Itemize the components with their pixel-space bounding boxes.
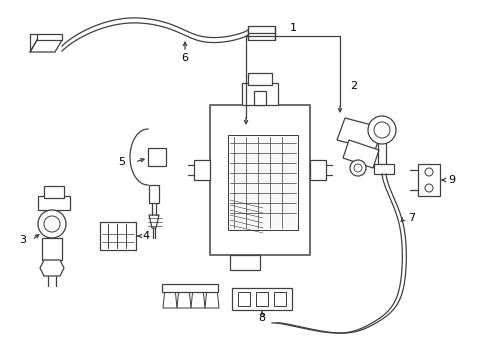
Bar: [247, 73, 271, 85]
Polygon shape: [342, 140, 378, 168]
Polygon shape: [247, 26, 274, 40]
Polygon shape: [40, 260, 64, 276]
Circle shape: [367, 116, 395, 144]
Polygon shape: [191, 288, 204, 308]
Bar: [209, 105, 309, 255]
Text: 3: 3: [19, 235, 26, 245]
Text: 2: 2: [349, 81, 356, 91]
Text: 4: 4: [142, 231, 149, 241]
Bar: [231, 288, 291, 310]
Circle shape: [38, 210, 66, 238]
Bar: [273, 292, 285, 306]
Polygon shape: [149, 215, 159, 228]
Bar: [162, 284, 218, 292]
Text: 5: 5: [118, 157, 125, 167]
Circle shape: [349, 160, 365, 176]
Bar: [253, 91, 265, 105]
Bar: [242, 83, 278, 105]
Text: 8: 8: [258, 313, 265, 323]
Text: 1: 1: [289, 23, 296, 33]
Bar: [373, 164, 393, 174]
Polygon shape: [37, 34, 62, 40]
Bar: [100, 222, 136, 250]
Polygon shape: [309, 160, 325, 180]
Polygon shape: [163, 288, 177, 308]
Bar: [227, 135, 297, 230]
Text: 6: 6: [181, 53, 188, 63]
Polygon shape: [204, 288, 219, 308]
Bar: [417, 164, 439, 196]
Bar: [238, 292, 249, 306]
Bar: [42, 238, 62, 260]
Bar: [256, 292, 267, 306]
Polygon shape: [194, 160, 209, 180]
Text: 9: 9: [447, 175, 454, 185]
Polygon shape: [177, 288, 191, 308]
Bar: [149, 185, 159, 203]
Bar: [44, 186, 64, 198]
Bar: [148, 148, 165, 166]
Polygon shape: [30, 40, 62, 52]
Bar: [38, 196, 70, 210]
Polygon shape: [229, 255, 260, 270]
Text: 7: 7: [407, 213, 414, 223]
Polygon shape: [336, 118, 382, 150]
